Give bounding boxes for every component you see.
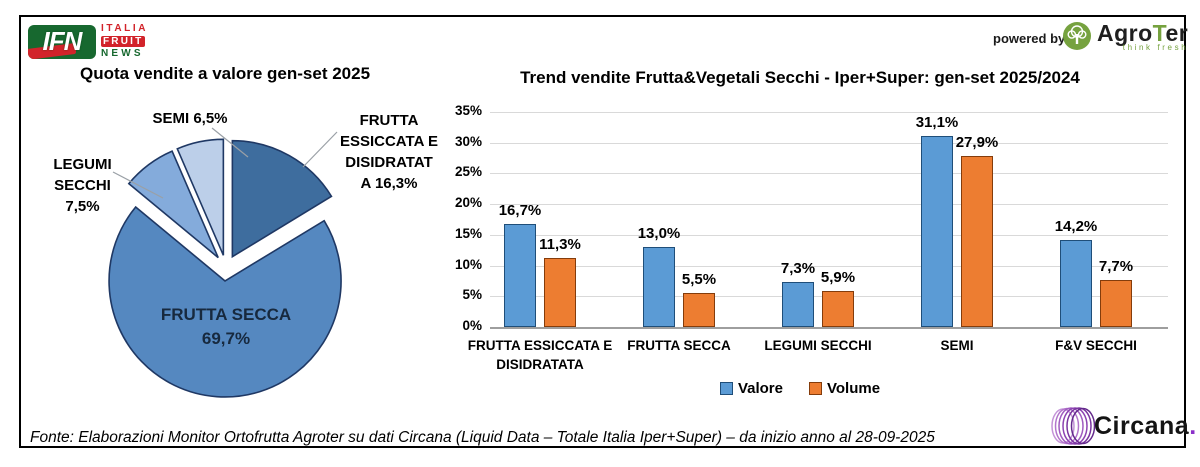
bar-value-label: 16,7% xyxy=(498,202,542,220)
pie-label-essiccata: FRUTTA ESSICCATA E DISIDRATAT A 16,3% xyxy=(333,110,445,194)
pie-label-frutta-secca-line: FRUTTA SECCA xyxy=(160,305,292,324)
bar-value-label: 7,7% xyxy=(1098,257,1134,275)
bar-volume xyxy=(683,293,715,327)
y-tick-label: 35% xyxy=(454,103,482,118)
chart-legend: Valore Volume xyxy=(430,380,1170,397)
page-border xyxy=(19,15,1186,448)
bar-value-label: 14,2% xyxy=(1054,217,1098,235)
category-label: F&V SECCHI xyxy=(1055,338,1137,353)
leader-line xyxy=(112,171,164,199)
ifn-letters: IFN xyxy=(42,26,83,56)
pie-label-frutta-secca-line: 69,7% xyxy=(201,329,251,348)
agroter-wordmark: AgroTer think fresh xyxy=(1097,21,1188,52)
bar-volume xyxy=(822,290,854,327)
bar-value-label: 31,1% xyxy=(915,113,959,131)
y-tick-label: 10% xyxy=(454,256,482,272)
ifn-wordmark: ITALIA FRUIT NEWS xyxy=(101,24,148,59)
agroter-name-part-green: T xyxy=(1152,20,1166,46)
ifn-logo: IFN ITALIA FRUIT NEWS xyxy=(28,24,148,59)
category-label: SEMI xyxy=(940,338,974,353)
y-gridline xyxy=(490,142,1168,144)
pie-slice-frutta-secca xyxy=(108,205,342,398)
pie-chart xyxy=(108,127,342,398)
pie-label-legumi-line: LEGUMI xyxy=(53,156,112,173)
legend-swatch xyxy=(719,382,733,395)
pie-slice-legumi-secchi xyxy=(127,150,219,259)
pie-slice-frutta-essiccata-e-disidratata xyxy=(231,139,333,259)
agroter-tree-icon xyxy=(1063,22,1091,50)
y-tick-label: 5% xyxy=(462,287,482,303)
leader-line xyxy=(302,131,338,168)
legend-label: Valore xyxy=(737,380,783,397)
pie-label-essiccata-line: DISIDRATAT xyxy=(345,154,433,171)
bar-valore xyxy=(643,247,675,327)
bar-volume xyxy=(1100,279,1132,327)
ifn-badge-icon: IFN xyxy=(28,24,96,59)
pie-label-essiccata-line: A 16,3% xyxy=(360,175,418,192)
legend-label: Volume xyxy=(826,380,881,397)
bar-value-label: 11,3% xyxy=(539,235,581,253)
bar-value-label: 7,3% xyxy=(780,260,816,278)
agroter-tagline: think fresh xyxy=(1122,43,1189,52)
pie-label-semi: SEMI 6,5% xyxy=(152,110,228,127)
bar-valore xyxy=(504,224,536,327)
bar-value-label: 13,0% xyxy=(637,225,681,243)
powered-by-label: powered by xyxy=(993,31,1066,46)
bar-valore xyxy=(782,282,814,327)
agroter-name-part: Agro xyxy=(1097,20,1153,46)
y-tick-label: 25% xyxy=(454,164,482,180)
legend-swatch xyxy=(808,382,822,395)
circana-name: Circana xyxy=(1094,411,1190,440)
circana-dot: . xyxy=(1189,411,1197,440)
circana-wordmark: Circana. xyxy=(1094,412,1197,441)
y-gridline xyxy=(490,327,1168,329)
bar-value-label: 5,5% xyxy=(681,271,717,289)
bar-valore xyxy=(921,135,953,327)
ifn-fruit-label: FRUIT xyxy=(101,36,146,47)
bar-chart-title: Trend vendite Frutta&Vegetali Secchi - I… xyxy=(520,68,1080,87)
ifn-news-label: NEWS xyxy=(101,48,144,59)
pie-slice-semi xyxy=(176,138,225,256)
y-tick-label: 30% xyxy=(454,133,482,149)
bar-volume xyxy=(961,155,993,327)
y-gridline xyxy=(490,173,1168,175)
category-label: FRUTTA ESSICCATA E DISIDRATATA xyxy=(467,338,613,372)
y-tick-label: 0% xyxy=(462,318,482,333)
agroter-logo: AgroTer think fresh xyxy=(1062,21,1188,52)
category-label: LEGUMI SECCHI xyxy=(764,338,872,353)
y-tick-label: 20% xyxy=(454,195,482,211)
y-gridline xyxy=(490,204,1168,206)
y-gridline xyxy=(490,112,1168,113)
y-tick-label: 15% xyxy=(454,225,482,241)
bar-volume xyxy=(544,257,576,327)
bar-value-label: 5,9% xyxy=(820,268,856,286)
pie-label-legumi-line: SECCHI 7,5% xyxy=(54,177,111,215)
legend-item-valore: Valore xyxy=(719,380,783,397)
bar-valore xyxy=(1060,239,1092,327)
pie-label-essiccata-line: ESSICCATA E xyxy=(339,133,439,150)
y-gridline xyxy=(490,265,1168,267)
ifn-italia-label: ITALIA xyxy=(101,23,149,34)
y-gridline xyxy=(490,234,1168,236)
source-footnote: Fonte: Elaborazioni Monitor Ortofrutta A… xyxy=(30,429,935,446)
bar-value-label: 27,9% xyxy=(955,133,999,151)
legend-item-volume: Volume xyxy=(808,380,881,397)
circana-logo: Circana. xyxy=(1048,406,1197,446)
leader-line xyxy=(211,127,249,158)
category-label: FRUTTA SECCA xyxy=(627,338,731,353)
pie-label-essiccata-line: FRUTTA xyxy=(359,112,419,129)
pie-label-frutta-secca: FRUTTA SECCA 69,7% xyxy=(136,303,316,351)
circana-rings-icon xyxy=(1051,407,1096,445)
pie-label-legumi: LEGUMI SECCHI 7,5% xyxy=(35,154,130,217)
agroter-name-part: er xyxy=(1165,20,1189,46)
pie-chart-title: Quota vendite a valore gen-set 2025 xyxy=(79,64,371,83)
agroter-name: AgroTer xyxy=(1097,21,1188,45)
